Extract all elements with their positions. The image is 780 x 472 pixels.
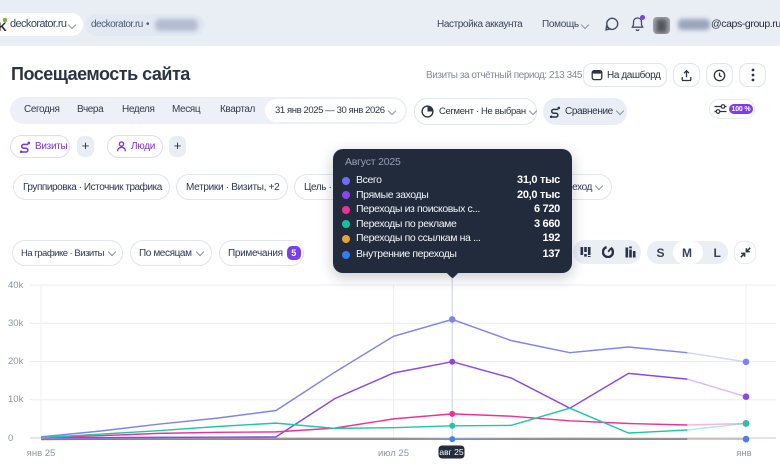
svg-text:20k: 20k (8, 356, 24, 367)
svg-text:июл 25: июл 25 (378, 448, 409, 459)
svg-text:янв: янв (736, 448, 751, 459)
svg-text:30k: 30k (8, 318, 24, 329)
svg-text:янв 25: янв 25 (27, 448, 56, 459)
svg-text:0: 0 (8, 433, 13, 444)
svg-text:40k: 40k (8, 280, 24, 291)
svg-text:10k: 10k (8, 394, 24, 405)
svg-text:авг 25: авг 25 (439, 447, 463, 457)
